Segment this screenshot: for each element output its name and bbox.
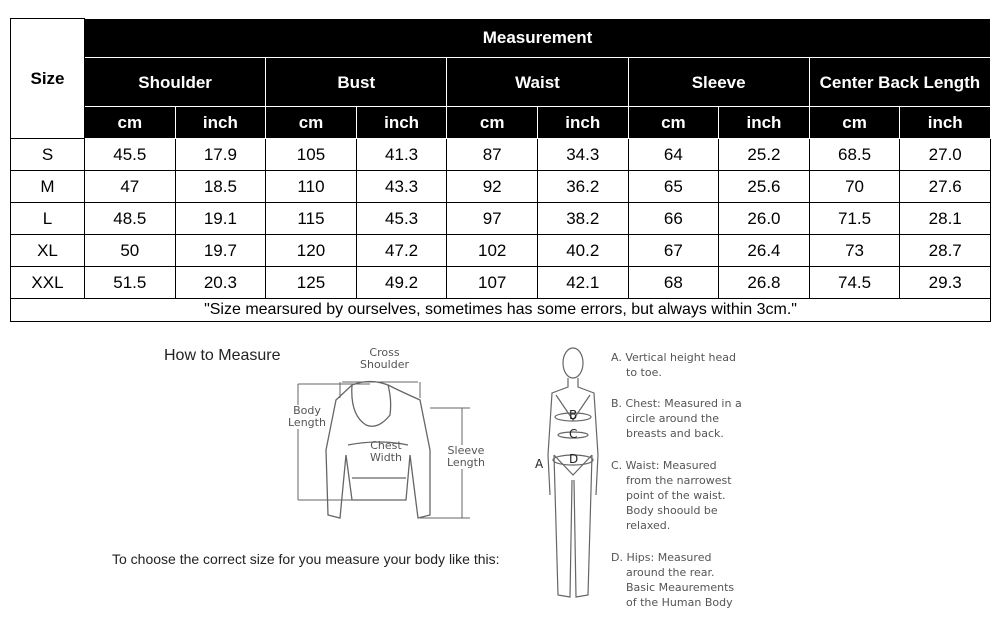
- marker-a: A: [535, 457, 544, 471]
- value-cell: 50: [84, 234, 176, 267]
- value-cell: 45.3: [355, 202, 448, 235]
- size-header: Size: [10, 18, 85, 139]
- value-cell: 17.9: [174, 138, 267, 171]
- measurement-header: Measurement: [83, 18, 992, 58]
- table-row: XXL 51.5 20.3 125 49.2 107 42.1 68 26.8 74.5 29.3: [10, 266, 992, 299]
- unit-header: inch: [174, 106, 267, 139]
- group-header: Sleeve: [627, 57, 810, 107]
- group-header: Center Back Length: [808, 57, 992, 107]
- value-cell: 73: [808, 234, 901, 267]
- value-cell: 19.7: [174, 234, 267, 267]
- value-cell: 110: [265, 170, 357, 203]
- value-cell: 29.3: [899, 266, 992, 299]
- cross-shoulder-label: Cross Shoulder: [360, 346, 409, 371]
- table-row: S 45.5 17.9 105 41.3 87 34.3 64 25.2 68.5 27.0: [10, 138, 992, 171]
- unit-header: cm: [627, 106, 720, 139]
- unit-header: inch: [899, 106, 992, 139]
- chest-width-label: Chest Width: [370, 439, 402, 464]
- value-cell: 105: [265, 138, 357, 171]
- table-row: M 47 18.5 110 43.3 92 36.2 65 25.6 70 27.6: [10, 170, 992, 203]
- value-cell: 66: [627, 202, 720, 235]
- value-cell: 36.2: [536, 170, 629, 203]
- value-cell: 115: [265, 202, 357, 235]
- value-cell: 49.2: [355, 266, 448, 299]
- sleeve-length-label: Sleeve Length: [447, 444, 485, 469]
- value-cell: 47: [84, 170, 176, 203]
- value-cell: 26.8: [718, 266, 810, 299]
- value-cell: 28.7: [899, 234, 992, 267]
- marker-c: C: [569, 427, 578, 441]
- value-cell: 19.1: [174, 202, 267, 235]
- unit-header: inch: [355, 106, 448, 139]
- unit-header: cm: [808, 106, 901, 139]
- sweater-illustration: [297, 380, 470, 519]
- value-cell: 107: [446, 266, 538, 299]
- value-cell: 64: [627, 138, 720, 171]
- body-length-label: Body Length: [288, 404, 326, 429]
- value-cell: 45.5: [84, 138, 176, 171]
- marker-b: B: [569, 408, 578, 422]
- group-header: Waist: [446, 57, 629, 107]
- description-a: A. Vertical height head to toe.: [611, 351, 737, 379]
- value-cell: 74.5: [808, 266, 901, 299]
- body-figure-illustration: [547, 347, 599, 598]
- size-cell: S: [10, 138, 85, 171]
- value-cell: 120: [265, 234, 357, 267]
- value-cell: 20.3: [174, 266, 267, 299]
- value-cell: 92: [446, 170, 538, 203]
- group-header: Bust: [265, 57, 448, 107]
- table-row: XL 50 19.7 120 47.2 102 40.2 67 26.4 73 28.7: [10, 234, 992, 267]
- value-cell: 97: [446, 202, 538, 235]
- size-cell: XL: [10, 234, 85, 267]
- value-cell: 87: [446, 138, 538, 171]
- value-cell: 34.3: [536, 138, 629, 171]
- value-cell: 25.2: [718, 138, 810, 171]
- value-cell: 47.2: [355, 234, 448, 267]
- how-to-measure-title: How to Measure: [164, 347, 281, 364]
- unit-header: inch: [718, 106, 810, 139]
- value-cell: 25.6: [718, 170, 810, 203]
- unit-header: cm: [265, 106, 357, 139]
- size-chart-table: Size Measurement Shoulder Bust Waist Sleeve…: [9, 18, 992, 322]
- value-cell: 28.1: [899, 202, 992, 235]
- value-cell: 68: [627, 266, 720, 299]
- value-cell: 51.5: [84, 266, 176, 299]
- unit-header: cm: [84, 106, 176, 139]
- value-cell: 48.5: [84, 202, 176, 235]
- value-cell: 102: [446, 234, 538, 267]
- value-cell: 38.2: [536, 202, 629, 235]
- description-c: C. Waist: Measured from the narrowest poin…: [611, 459, 732, 532]
- value-cell: 68.5: [808, 138, 901, 171]
- table-row: L 48.5 19.1 115 45.3 97 38.2 66 26.0 71.5 28.1: [10, 202, 992, 235]
- value-cell: 42.1: [536, 266, 629, 299]
- value-cell: 71.5: [808, 202, 901, 235]
- value-cell: 40.2: [536, 234, 629, 267]
- value-cell: 27.6: [899, 170, 992, 203]
- value-cell: 43.3: [355, 170, 448, 203]
- description-d: D. Hips: Measured around the rear. Basic M…: [611, 551, 735, 609]
- value-cell: 26.4: [718, 234, 810, 267]
- description-b: B. Chest: Measured in a circle around the…: [611, 397, 742, 440]
- instruction-text: To choose the correct size for you measu…: [112, 551, 500, 567]
- value-cell: 125: [265, 266, 357, 299]
- note-text: "Size mearsured by ourselves, sometimes …: [9, 298, 992, 322]
- size-cell: L: [10, 202, 85, 235]
- size-cell: XXL: [10, 266, 85, 299]
- size-cell: M: [10, 170, 85, 203]
- marker-d: D: [569, 452, 579, 466]
- group-header: Shoulder: [83, 57, 267, 107]
- value-cell: 70: [808, 170, 901, 203]
- value-cell: 65: [627, 170, 720, 203]
- value-cell: 27.0: [899, 138, 992, 171]
- unit-header: cm: [446, 106, 538, 139]
- value-cell: 41.3: [355, 138, 448, 171]
- unit-header: inch: [536, 106, 629, 139]
- value-cell: 67: [627, 234, 720, 267]
- value-cell: 18.5: [174, 170, 267, 203]
- value-cell: 26.0: [718, 202, 810, 235]
